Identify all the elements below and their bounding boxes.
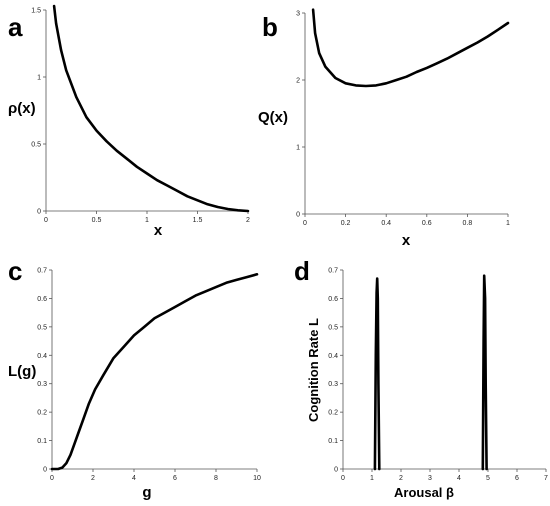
y-tick-label-d: 0.4 xyxy=(328,353,338,360)
panel-label-a: a xyxy=(8,12,23,42)
x-tick-label-b: 0.8 xyxy=(463,220,473,227)
x-tick-label-a: 1 xyxy=(145,217,149,224)
y-tick-label-a: 0 xyxy=(37,209,41,216)
panel-b: b Q(x) x 0 0.2 0.4 0.6 0.8 1 0 1 2 3 xyxy=(258,8,510,249)
x-tick-label-d: 0 xyxy=(341,475,345,482)
series-line-d-2 xyxy=(481,274,488,471)
x-tick-label-b: 0 xyxy=(303,220,307,227)
x-tick-label-d: 2 xyxy=(399,475,403,482)
panel-c: c L(g) g 0 2 4 6 8 10 0 0.1 0.2 0.3 0.4 0.5 0.6 0.7 xyxy=(8,256,261,501)
y-axis-label-b: Q(x) xyxy=(258,109,288,126)
y-tick-label-c: 0.7 xyxy=(37,268,47,275)
x-tick-label-a: 0.5 xyxy=(92,217,102,224)
x-tick-label-d: 6 xyxy=(515,475,519,482)
y-tick-label-c: 0.4 xyxy=(37,353,47,360)
x-tick-label-c: 10 xyxy=(253,475,261,482)
x-tick-label-a: 0 xyxy=(44,217,48,224)
panel-a: a ρ(x) x 0 0.5 1 1.5 2 0 0.5 1 1.5 xyxy=(8,4,250,239)
x-tick-label-d: 5 xyxy=(486,475,490,482)
x-axis-label-a: x xyxy=(154,222,163,239)
x-tick-label-d: 4 xyxy=(457,475,461,482)
y-tick-label-c: 0.1 xyxy=(37,438,47,445)
panel-d: d Cognition Rate L Arousal β 0 1 2 3 4 5 6 7 0 0.… xyxy=(294,256,548,500)
x-tick-label-a: 1.5 xyxy=(193,217,203,224)
y-tick-label-d: 0 xyxy=(334,467,338,474)
x-tick-label-d: 3 xyxy=(428,475,432,482)
y-tick-label-d: 0.1 xyxy=(328,438,338,445)
panel-label-b: b xyxy=(262,12,278,42)
y-tick-label-c: 0 xyxy=(43,467,47,474)
y-axis-label-c: L(g) xyxy=(8,363,36,380)
y-tick-label-b: 3 xyxy=(296,11,300,18)
x-tick-label-a: 2 xyxy=(246,217,250,224)
y-tick-label-c: 0.5 xyxy=(37,324,47,331)
y-tick-label-a: 1 xyxy=(37,75,41,82)
x-tick-label-d: 1 xyxy=(370,475,374,482)
x-tick-label-c: 4 xyxy=(132,475,136,482)
series-line-d-1 xyxy=(373,277,381,471)
panel-label-d: d xyxy=(294,256,310,286)
series-line-a-1 xyxy=(52,4,250,213)
y-tick-label-b: 0 xyxy=(296,212,300,219)
x-tick-label-c: 8 xyxy=(214,475,218,482)
x-tick-label-b: 1 xyxy=(506,220,510,227)
x-tick-label-b: 0.2 xyxy=(341,220,351,227)
y-tick-label-a: 0.5 xyxy=(31,142,41,149)
series-line-c-1 xyxy=(50,272,259,471)
x-tick-label-d: 7 xyxy=(544,475,548,482)
x-tick-label-b: 0.4 xyxy=(381,220,391,227)
y-tick-label-a: 1.5 xyxy=(31,8,41,15)
x-axis-label-c: g xyxy=(142,484,151,501)
y-axis-label-a: ρ(x) xyxy=(8,100,36,117)
y-tick-label-c: 0.3 xyxy=(37,381,47,388)
y-tick-label-c: 0.2 xyxy=(37,410,47,417)
y-tick-label-d: 0.3 xyxy=(328,381,338,388)
y-tick-label-c: 0.6 xyxy=(37,296,47,303)
y-axis-label-d: Cognition Rate L xyxy=(306,318,321,422)
panel-label-c: c xyxy=(8,256,22,286)
y-tick-label-d: 0.7 xyxy=(328,268,338,275)
y-tick-label-d: 0.6 xyxy=(328,296,338,303)
series-line-b-1 xyxy=(311,8,510,88)
y-tick-label-b: 1 xyxy=(296,145,300,152)
x-tick-label-c: 2 xyxy=(91,475,95,482)
y-tick-label-d: 0.5 xyxy=(328,324,338,331)
x-tick-label-b: 0.6 xyxy=(422,220,432,227)
x-tick-label-c: 0 xyxy=(50,475,54,482)
y-tick-label-d: 0.2 xyxy=(328,410,338,417)
x-axis-label-b: x xyxy=(402,232,411,249)
y-tick-label-b: 2 xyxy=(296,78,300,85)
x-tick-label-c: 6 xyxy=(173,475,177,482)
x-axis-label-d: Arousal β xyxy=(394,485,454,500)
